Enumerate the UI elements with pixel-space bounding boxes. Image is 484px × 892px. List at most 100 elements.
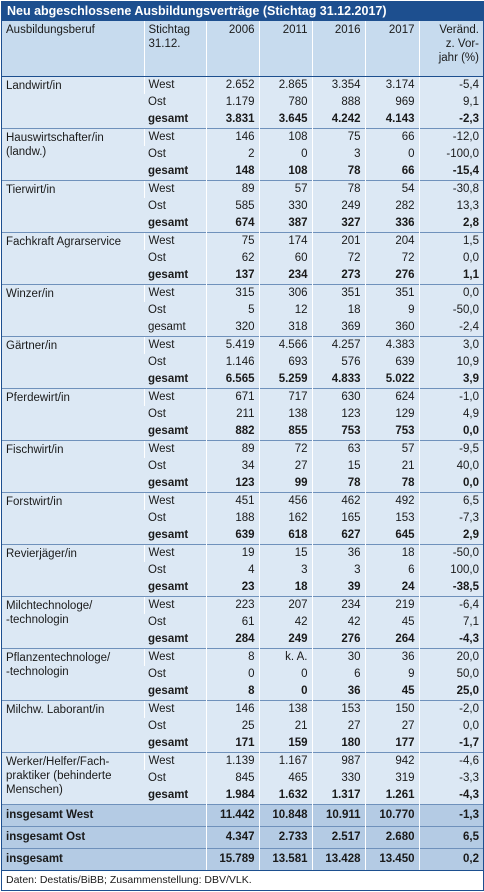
value-cell: 4,9 <box>418 406 483 423</box>
region-label: West <box>143 180 206 198</box>
value-cell: 618 <box>258 527 312 545</box>
value-cell: 717 <box>258 388 312 406</box>
value-cell: 8 <box>205 648 259 666</box>
value-cell: 15.789 <box>205 848 259 870</box>
table-title: Neu abgeschlossene Ausbildungsverträge (… <box>2 2 483 21</box>
value-cell: 165 <box>311 510 365 527</box>
value-cell: 369 <box>311 319 365 337</box>
data-row: Fischwirt/in West 89 72 63 57 -9,5 <box>2 440 483 493</box>
value-cell: 2,9 <box>418 527 483 545</box>
header-cell: 2016 <box>311 21 365 77</box>
value-cell: 24 <box>364 579 419 597</box>
data-row: Ost 0 0 6 9 50,0 <box>2 666 483 683</box>
value-cell: 4.257 <box>311 336 365 354</box>
total-label: insgesamt <box>2 848 206 870</box>
value-cell: 18 <box>258 579 312 597</box>
value-cell: 0 <box>205 666 259 683</box>
value-cell: 223 <box>205 596 259 614</box>
value-cell: 1.167 <box>258 752 312 770</box>
region-label: West <box>143 440 206 458</box>
region-label: Ost <box>144 666 206 683</box>
value-cell: 177 <box>364 735 419 753</box>
total-label: insgesamt Ost <box>2 826 206 849</box>
value-cell: 180 <box>311 735 365 753</box>
header-cell: Veränd. z. Vor-jahr (%) <box>418 21 483 77</box>
value-cell: 351 <box>364 284 419 302</box>
occupation-name: Fachkraft Agrarservice <box>2 232 144 285</box>
text-line: Fachkraft Agrarservice <box>6 236 122 248</box>
data-row: Ost 2 0 3 0 -100,0 <box>2 146 483 163</box>
text-line: Revierjäger/in <box>6 548 77 560</box>
value-cell: 138 <box>258 406 312 423</box>
data-row: gesamt 882 855 753 753 0,0 <box>2 423 483 441</box>
value-cell: 45 <box>364 683 419 701</box>
value-cell: 330 <box>258 198 312 215</box>
value-cell: 6.565 <box>205 371 259 389</box>
text-line: Pferdewirt/in <box>6 392 70 404</box>
region-label: Ost <box>144 406 206 423</box>
value-cell: 13,3 <box>418 198 483 215</box>
value-cell: 146 <box>205 128 259 146</box>
region-label: Ost <box>144 146 206 163</box>
value-cell: 13.581 <box>258 848 312 870</box>
text-line: z. Vor- <box>445 38 479 50</box>
region-label: West <box>143 388 206 406</box>
value-cell: 273 <box>311 267 365 285</box>
value-cell: 159 <box>258 735 312 753</box>
data-row: Milchtechnologe/ -technologin West 223 207 23… <box>2 596 483 649</box>
value-cell: 219 <box>364 596 419 614</box>
value-cell: 451 <box>205 492 259 510</box>
value-cell: 315 <box>205 284 259 302</box>
value-cell: 174 <box>258 232 312 250</box>
value-cell: -1,3 <box>418 804 483 827</box>
text-line: Forstwirt/in <box>6 496 63 508</box>
value-cell: 138 <box>258 700 312 718</box>
data-row: Fachkraft Agrarservice West 75 174 201 204 1,5 <box>2 232 483 285</box>
value-cell: 845 <box>205 770 259 787</box>
value-cell: -6,4 <box>418 596 483 614</box>
value-cell: 0,0 <box>418 718 483 735</box>
occupation-name: Hauswirtschafter/in (landw.) <box>2 128 144 181</box>
occupation-name: Werker/Helfer/Fach-praktiker (behinderte… <box>2 752 144 805</box>
value-cell: 15 <box>311 458 365 475</box>
occupation-name: Landwirt/in <box>2 76 144 129</box>
value-cell: 1,5 <box>418 232 483 250</box>
region-label: Ost <box>144 510 206 527</box>
region-label: Ost <box>144 354 206 371</box>
value-cell: 63 <box>311 440 365 458</box>
value-cell: 780 <box>258 94 312 111</box>
value-cell: 0 <box>258 666 312 683</box>
total-row: insgesamt Ost 4.347 2.733 2.517 2.680 6,5 <box>2 826 483 849</box>
value-cell: 693 <box>258 354 312 371</box>
region-label: gesamt <box>144 683 206 701</box>
value-cell: 27 <box>258 458 312 475</box>
value-cell: 20,0 <box>418 648 483 666</box>
region-label: gesamt <box>144 631 206 649</box>
value-cell: 234 <box>311 596 365 614</box>
value-cell: 21 <box>258 718 312 735</box>
data-row: Ost 62 60 72 72 0,0 <box>2 250 483 267</box>
value-cell: 75 <box>311 128 365 146</box>
value-cell: -15,4 <box>418 163 483 181</box>
region-label: West <box>143 596 206 614</box>
value-cell: 6 <box>311 666 365 683</box>
value-cell: 3.831 <box>205 111 259 129</box>
region-label: gesamt <box>144 319 206 337</box>
value-cell: 162 <box>258 510 312 527</box>
value-cell: 23 <box>205 579 259 597</box>
value-cell: 1.261 <box>364 787 419 805</box>
text-line: (landw.) <box>6 146 47 158</box>
data-table: Ausbildungsberuf Stichtag 31.12. 2006 2011 20… <box>2 21 483 870</box>
value-cell: 18 <box>364 544 419 562</box>
region-label: Ost <box>144 562 206 579</box>
value-cell: 9 <box>364 666 419 683</box>
data-row: Werker/Helfer/Fach-praktiker (behinderte… <box>2 752 483 805</box>
data-row: gesamt 1.984 1.632 1.317 1.261 -4,3 <box>2 787 483 805</box>
value-cell: 13.450 <box>364 848 419 870</box>
text-line: 2011 <box>282 24 308 36</box>
value-cell: 89 <box>205 180 259 198</box>
value-cell: 78 <box>311 180 365 198</box>
value-cell: 211 <box>205 406 259 423</box>
data-row: Ost 585 330 249 282 13,3 <box>2 198 483 215</box>
